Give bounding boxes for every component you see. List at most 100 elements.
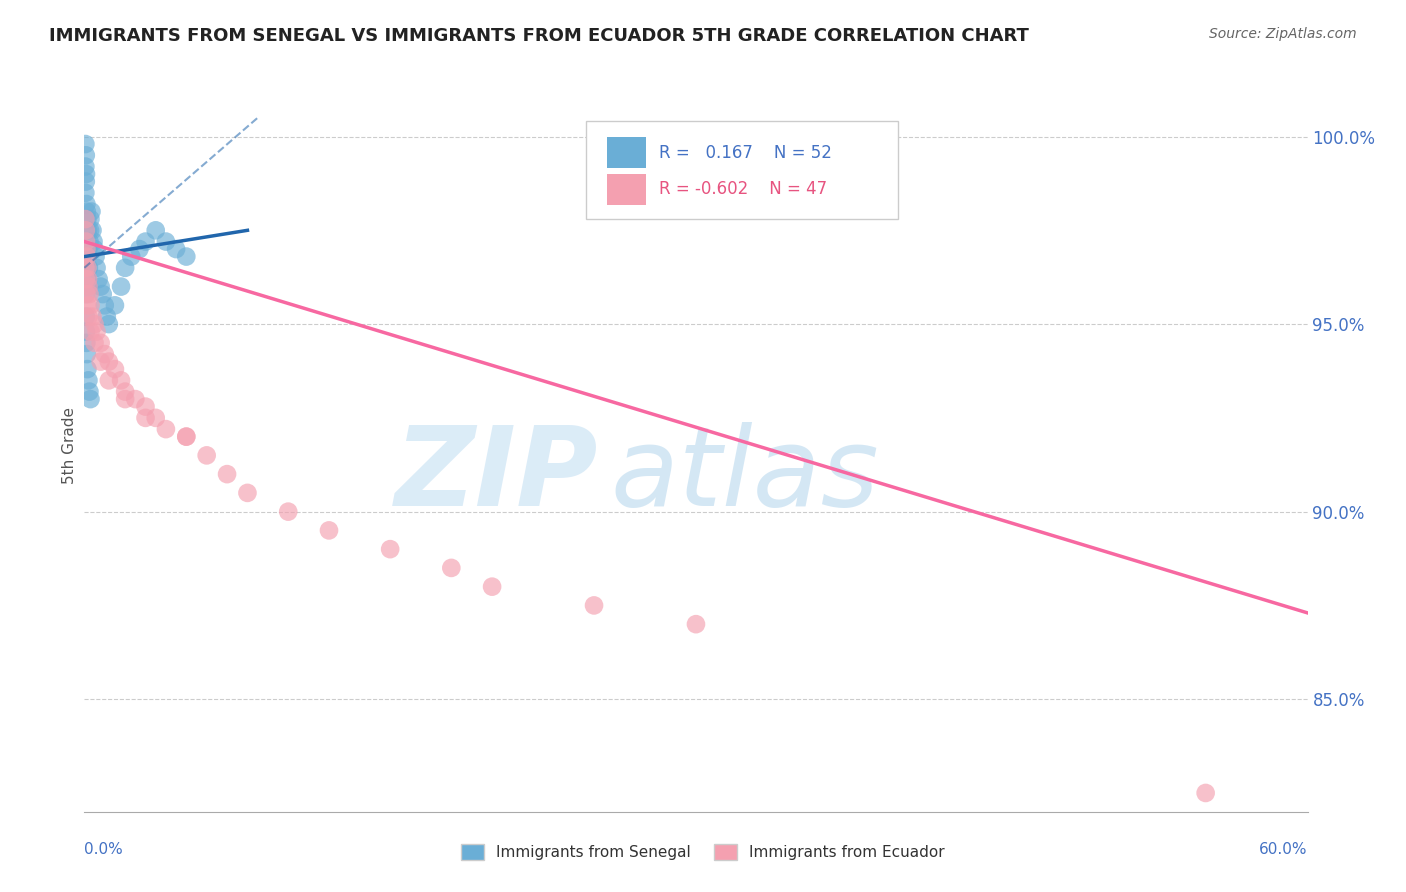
- Point: [86, 325, 108, 339]
- Point: [75, 242, 97, 256]
- Point: [75, 235, 97, 249]
- Point: [79, 287, 101, 301]
- Text: 0.0%: 0.0%: [84, 842, 124, 856]
- Point: [75, 260, 97, 275]
- Point: [75, 325, 97, 339]
- Y-axis label: 5th Grade: 5th Grade: [62, 408, 77, 484]
- Point: [75, 335, 97, 350]
- Bar: [606, 137, 645, 168]
- Point: [135, 400, 157, 414]
- Text: IMMIGRANTS FROM SENEGAL VS IMMIGRANTS FROM ECUADOR 5TH GRADE CORRELATION CHART: IMMIGRANTS FROM SENEGAL VS IMMIGRANTS FR…: [49, 27, 1029, 45]
- Point: [77, 373, 100, 387]
- Point: [77, 279, 100, 293]
- Point: [79, 325, 101, 339]
- Point: [583, 599, 606, 613]
- Point: [75, 148, 97, 162]
- Point: [217, 467, 239, 482]
- Point: [75, 223, 97, 237]
- Point: [79, 223, 101, 237]
- Point: [83, 335, 105, 350]
- Text: Source: ZipAtlas.com: Source: ZipAtlas.com: [1209, 27, 1357, 41]
- Point: [75, 260, 97, 275]
- Point: [75, 242, 97, 256]
- Point: [79, 384, 101, 399]
- Point: [1195, 786, 1218, 800]
- Point: [90, 335, 112, 350]
- Point: [75, 186, 97, 200]
- Point: [75, 160, 97, 174]
- Point: [110, 279, 132, 293]
- Point: [79, 392, 101, 406]
- Point: [83, 242, 105, 256]
- Point: [96, 310, 118, 324]
- Point: [104, 362, 127, 376]
- Point: [76, 347, 98, 361]
- Point: [135, 410, 157, 425]
- Text: ZIP: ZIP: [395, 422, 598, 529]
- Point: [110, 373, 132, 387]
- Point: [76, 250, 98, 264]
- Point: [97, 354, 120, 368]
- Point: [145, 410, 167, 425]
- Point: [76, 260, 98, 275]
- Point: [685, 617, 707, 632]
- Point: [83, 317, 105, 331]
- Point: [128, 242, 150, 256]
- Point: [481, 580, 503, 594]
- Point: [75, 212, 97, 227]
- Point: [77, 242, 100, 256]
- Point: [318, 524, 340, 538]
- Point: [76, 298, 98, 312]
- Point: [77, 223, 100, 237]
- Point: [165, 242, 187, 256]
- Point: [277, 505, 299, 519]
- Point: [75, 287, 97, 301]
- Point: [87, 272, 110, 286]
- Point: [75, 197, 97, 211]
- Point: [236, 486, 259, 500]
- Point: [79, 212, 101, 227]
- Point: [174, 429, 197, 443]
- Point: [155, 235, 177, 249]
- Point: [80, 204, 103, 219]
- Point: [75, 175, 97, 189]
- Point: [82, 223, 104, 237]
- Text: R =   0.167    N = 52: R = 0.167 N = 52: [659, 144, 832, 161]
- Point: [114, 260, 136, 275]
- Point: [83, 235, 105, 249]
- Point: [145, 223, 167, 237]
- FancyBboxPatch shape: [586, 120, 898, 219]
- Point: [104, 298, 127, 312]
- Point: [174, 429, 197, 443]
- Point: [76, 362, 98, 376]
- Point: [114, 384, 136, 399]
- Point: [440, 561, 463, 575]
- Point: [77, 310, 100, 324]
- Point: [174, 250, 197, 264]
- Point: [79, 235, 101, 249]
- Point: [86, 260, 108, 275]
- Point: [75, 272, 97, 286]
- Point: [93, 347, 115, 361]
- Point: [135, 235, 157, 249]
- Legend: Immigrants from Senegal, Immigrants from Ecuador: Immigrants from Senegal, Immigrants from…: [456, 838, 950, 866]
- Point: [155, 422, 177, 436]
- Bar: [606, 174, 645, 204]
- Point: [77, 279, 100, 293]
- Point: [380, 542, 402, 557]
- Point: [79, 298, 101, 312]
- Point: [82, 310, 104, 324]
- Point: [77, 260, 100, 275]
- Point: [90, 279, 112, 293]
- Point: [97, 373, 120, 387]
- Point: [84, 250, 107, 264]
- Point: [124, 392, 146, 406]
- Point: [195, 449, 218, 463]
- Point: [76, 212, 98, 227]
- Point: [75, 223, 97, 237]
- Text: atlas: atlas: [610, 422, 879, 529]
- Point: [91, 287, 114, 301]
- Point: [75, 287, 97, 301]
- Point: [120, 250, 142, 264]
- Point: [75, 136, 97, 151]
